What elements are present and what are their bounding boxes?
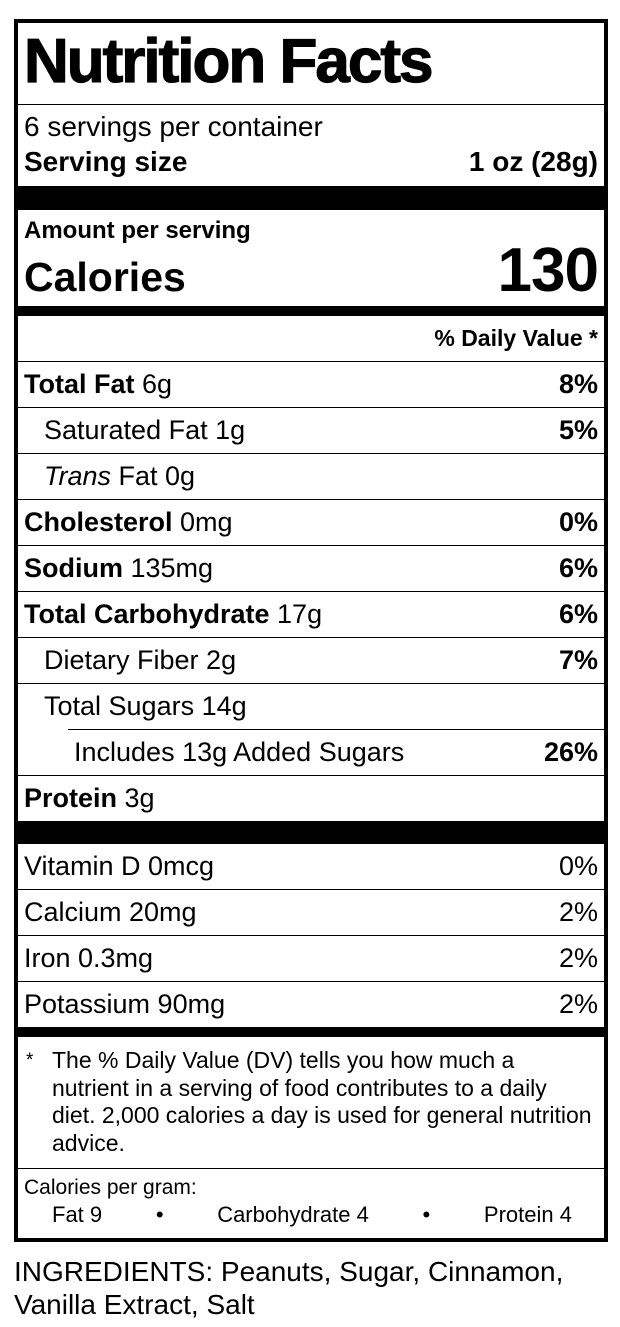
daily-value-percent: 6% bbox=[558, 552, 598, 583]
vitamin-row: Potassium 90mg 2% bbox=[18, 981, 604, 1027]
nutrient-name: Includes 13g Added Sugars bbox=[74, 736, 405, 767]
nutrient-name: Dietary Fiber 2g bbox=[44, 644, 237, 675]
serving-size-label: Serving size bbox=[24, 146, 188, 178]
bullet-separator: • bbox=[155, 1201, 164, 1227]
daily-value-percent: 0% bbox=[558, 506, 598, 537]
nutrient-row: Sodium 135mg 6% bbox=[18, 544, 604, 591]
serving-size-value: 1 oz (28g) bbox=[468, 146, 598, 178]
nutrient-row: Dietary Fiber 2g 7% bbox=[18, 636, 604, 683]
vitamin-name: Calcium 20mg bbox=[24, 897, 197, 928]
thick-divider-bar bbox=[18, 821, 604, 845]
nutrient-row: Total Fat 6g 8% bbox=[18, 360, 604, 407]
vitamin-name: Potassium 90mg bbox=[24, 989, 226, 1020]
calories-per-gram-section: Calories per gram: Fat 9 • Carbohydrate 4 •… bbox=[18, 1167, 604, 1239]
label-title: Nutrition Facts bbox=[18, 23, 604, 106]
nutrient-row: Protein 3g bbox=[18, 774, 604, 821]
daily-value-percent: 6% bbox=[558, 598, 598, 629]
serving-size-row: Serving size 1 oz (28g) bbox=[18, 143, 604, 186]
footnote-text: The % Daily Value (DV) tells you how muc… bbox=[52, 1047, 592, 1156]
nutrient-name: Total Fat 6g bbox=[24, 368, 173, 399]
vitamin-name: Vitamin D 0mcg bbox=[24, 851, 215, 882]
daily-value-header: % Daily Value * bbox=[434, 324, 598, 351]
daily-value-percent: 26% bbox=[543, 736, 598, 767]
daily-value-percent: 2% bbox=[558, 897, 598, 928]
nutrient-row: Total Carbohydrate 17g 6% bbox=[18, 590, 604, 637]
calories-per-gram-label: Calories per gram: bbox=[24, 1175, 197, 1199]
nutrient-name: Cholesterol 0mg bbox=[24, 506, 233, 537]
nutrient-row: Saturated Fat 1g 5% bbox=[18, 406, 604, 453]
nutrient-row: Includes 13g Added Sugars 26% bbox=[18, 730, 604, 775]
vitamin-rows: Vitamin D 0mcg 0% Calcium 20mg 2% Iron 0.3mg… bbox=[18, 844, 604, 1027]
daily-value-percent: 2% bbox=[558, 943, 598, 974]
nutrient-name: Total Sugars 14g bbox=[44, 690, 247, 721]
daily-value-footnote: * The % Daily Value (DV) tells you how m… bbox=[18, 1037, 604, 1167]
ingredients-text: INGREDIENTS: Peanuts, Sugar, Cinnamon, V… bbox=[14, 1256, 564, 1321]
nutrient-name: Sodium 135mg bbox=[24, 552, 214, 583]
bullet-separator: • bbox=[422, 1201, 431, 1227]
nutrient-name: Total Carbohydrate 17g bbox=[24, 598, 323, 629]
amount-per-serving-label: Amount per serving bbox=[24, 217, 251, 245]
thick-divider-bar bbox=[18, 186, 604, 211]
nutrition-facts-label: Nutrition Facts 6 servings per container… bbox=[14, 19, 608, 1243]
vitamin-row: Iron 0.3mg 2% bbox=[18, 935, 604, 981]
vitamin-row: Calcium 20mg 2% bbox=[18, 889, 604, 935]
calories-per-gram-item: Fat 9 bbox=[52, 1201, 103, 1227]
daily-value-percent: 8% bbox=[558, 368, 598, 399]
nutrient-rows: Total Fat 6g 8% Saturated Fat 1g 5% Trans Fa… bbox=[18, 360, 604, 821]
nutrient-row: Total Sugars 14g bbox=[18, 682, 604, 729]
footnote-asterisk: * bbox=[26, 1050, 34, 1072]
nutrient-row: Trans Fat 0g bbox=[18, 452, 604, 499]
nutrient-name: Trans Fat 0g bbox=[44, 460, 196, 491]
calories-label: Calories bbox=[24, 253, 186, 300]
daily-value-percent: 7% bbox=[558, 644, 598, 675]
vitamin-name: Iron 0.3mg bbox=[24, 943, 154, 974]
nutrient-row: Cholesterol 0mg 0% bbox=[18, 498, 604, 545]
servings-per-container: 6 servings per container bbox=[24, 111, 323, 143]
indented-rule bbox=[68, 728, 604, 730]
daily-value-percent: 2% bbox=[558, 989, 598, 1020]
nutrient-name: Protein 3g bbox=[24, 782, 155, 813]
calories-row: Calories 130 bbox=[18, 235, 604, 306]
medium-divider-bar bbox=[18, 1027, 604, 1038]
vitamin-row: Vitamin D 0mcg 0% bbox=[18, 844, 604, 889]
nutrient-name: Saturated Fat 1g bbox=[44, 414, 246, 445]
calories-per-gram-item: Protein 4 bbox=[483, 1201, 572, 1227]
daily-value-percent: 5% bbox=[558, 414, 598, 445]
calories-per-gram-items: Fat 9 • Carbohydrate 4 • Protein 4 bbox=[24, 1200, 598, 1228]
calories-per-gram-item: Carbohydrate 4 bbox=[217, 1201, 369, 1227]
medium-divider-bar bbox=[18, 305, 604, 316]
daily-value-percent: 0% bbox=[558, 851, 598, 882]
calories-value: 130 bbox=[497, 235, 599, 305]
